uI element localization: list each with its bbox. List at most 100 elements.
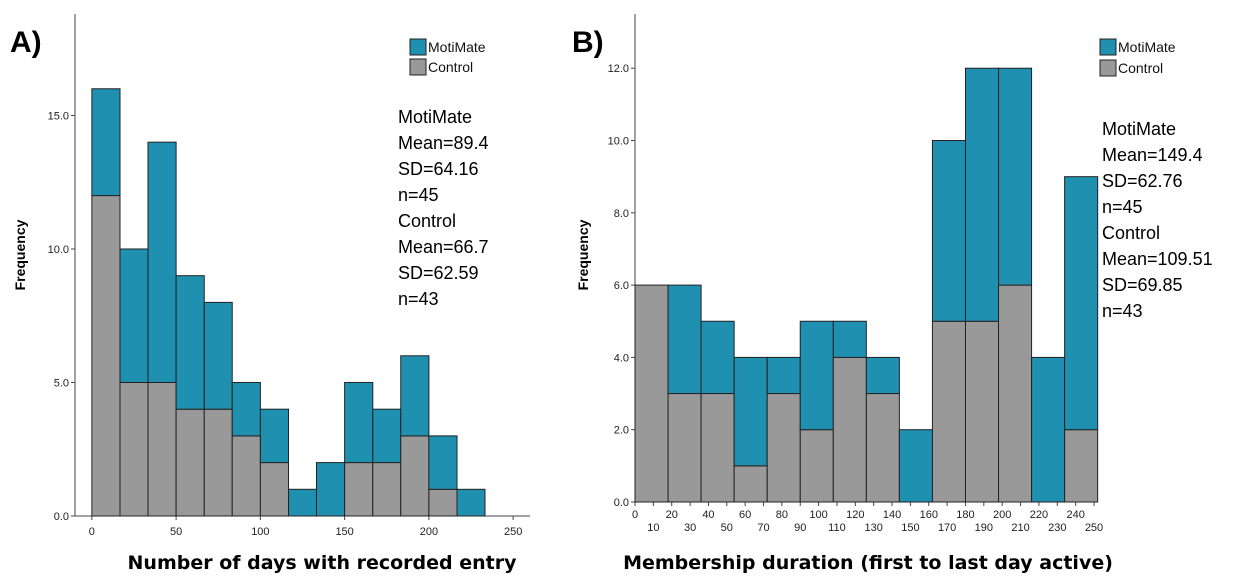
stats-annotation: MotiMate Mean=149.4 SD=62.76 n=45 Control Mea…: [1102, 119, 1213, 321]
bar-motimate: [203, 301, 233, 410]
bar-control: [119, 381, 149, 517]
bar-control: [766, 393, 801, 503]
bar-control: [832, 356, 867, 503]
stats-annotation: MotiMate Mean=89.4 SD=64.16 n=45 Control Mean…: [398, 107, 489, 309]
bar-control: [998, 284, 1033, 503]
bar-motimate: [259, 408, 290, 464]
bar-motimate: [91, 88, 121, 197]
x-tick-label: 130: [865, 522, 883, 534]
stats-line: n=43: [1102, 301, 1143, 321]
y-tick-label: 10.0: [48, 244, 69, 256]
bar-control: [147, 381, 177, 517]
stats-line: n=45: [398, 185, 439, 205]
bar-motimate: [315, 462, 346, 517]
chart-panel-b: B) 0.0 2.0 4.0 6.0 8.0 10.0 12.0 0 10 20 30 40 50 60 70…: [572, 14, 1213, 574]
bar-control: [931, 320, 966, 503]
bar-control: [428, 488, 458, 517]
stats-line: Mean=66.7: [398, 237, 489, 257]
legend-swatch: [1099, 38, 1117, 56]
stats-line: MotiMate: [1102, 119, 1176, 139]
panel-label: A): [10, 26, 42, 59]
stats-line: n=43: [398, 289, 439, 309]
bar-control: [733, 465, 768, 503]
bar-control: [700, 393, 735, 503]
x-tick-label: 50: [721, 522, 733, 534]
bar-motimate: [998, 67, 1033, 286]
bar-control: [865, 393, 900, 503]
x-tick-label: 150: [901, 522, 919, 534]
bar-motimate: [832, 320, 867, 358]
x-tick-label: 240: [1066, 509, 1084, 521]
y-tick-label: 10.0: [608, 136, 629, 148]
bar-motimate: [1031, 356, 1066, 503]
y-tick-label: 8.0: [614, 208, 629, 220]
bar-control: [372, 462, 402, 517]
bar-control: [634, 284, 669, 503]
y-tick-label: 4.0: [614, 352, 629, 364]
bar-motimate: [898, 429, 933, 503]
bar-motimate: [766, 356, 801, 395]
stats-line: SD=69.85: [1102, 275, 1183, 295]
bar-control: [799, 429, 834, 503]
stats-line: Mean=109.51: [1102, 249, 1213, 269]
bar-motimate: [964, 67, 1000, 322]
legend-swatch: [409, 58, 427, 76]
legend: MotiMate Control: [409, 38, 486, 76]
x-tick-label: 150: [335, 526, 353, 538]
x-tick-label: 100: [809, 509, 827, 521]
bar-motimate: [372, 408, 402, 464]
bar-motimate: [799, 320, 834, 431]
bar-control: [175, 408, 205, 517]
bar-control: [667, 393, 702, 503]
x-tick-label: 120: [846, 509, 864, 521]
stats-line: MotiMate: [398, 107, 472, 127]
x-axis-label: Membership duration (first to last day a…: [623, 552, 1113, 574]
bar-control: [91, 195, 121, 517]
panel-label: B): [572, 26, 604, 59]
x-tick-label: 200: [993, 509, 1011, 521]
bar-motimate: [175, 275, 205, 410]
x-tick-label: 250: [1085, 522, 1103, 534]
x-tick-label: 20: [666, 509, 678, 521]
x-axis-label: Number of days with recorded entry: [128, 552, 518, 574]
stats-line: Mean=149.4: [1102, 145, 1203, 165]
stats-line: Control: [1102, 223, 1160, 243]
bar-motimate: [344, 381, 374, 464]
y-axis-label: Frequency: [575, 219, 591, 290]
x-tick-label: 250: [504, 526, 522, 538]
chart-panel-a: A) 0.0 5.0 10.0 15.0 0 50 100 150 200 250 Number of…: [10, 14, 530, 574]
bar-motimate: [667, 284, 702, 395]
x-tick-label: 230: [1048, 522, 1066, 534]
y-tick-label: 5.0: [54, 377, 69, 389]
y-tick-label: 2.0: [614, 425, 629, 437]
stats-line: SD=62.76: [1102, 171, 1183, 191]
x-tick-label: 210: [1011, 522, 1029, 534]
x-tick-label: 110: [828, 522, 846, 534]
stats-line: Control: [398, 211, 456, 231]
x-tick-label: 40: [702, 509, 714, 521]
bar-motimate: [865, 356, 900, 395]
legend-label: MotiMate: [428, 39, 486, 55]
bar-control: [344, 462, 374, 517]
bar-control: [231, 435, 261, 517]
bar-control: [400, 435, 430, 517]
x-tick-label: 170: [938, 522, 956, 534]
bar-motimate: [931, 140, 966, 322]
x-tick-label: 10: [647, 522, 659, 534]
x-tick-label: 190: [975, 522, 993, 534]
bar-motimate: [700, 320, 735, 395]
x-tick-label: 0: [632, 509, 638, 521]
y-tick-label: 15.0: [48, 110, 69, 122]
bar-motimate: [1064, 176, 1099, 431]
y-tick-label: 0.0: [614, 497, 629, 509]
y-tick-label: 6.0: [614, 280, 629, 292]
bar-control: [259, 462, 290, 517]
legend-label: MotiMate: [1118, 39, 1176, 55]
x-tick-label: 160: [920, 509, 938, 521]
bar-control: [203, 408, 233, 517]
legend-label: Control: [428, 59, 473, 75]
bar-motimate: [288, 488, 317, 517]
x-tick-label: 140: [883, 509, 901, 521]
bar-control: [1064, 429, 1099, 503]
